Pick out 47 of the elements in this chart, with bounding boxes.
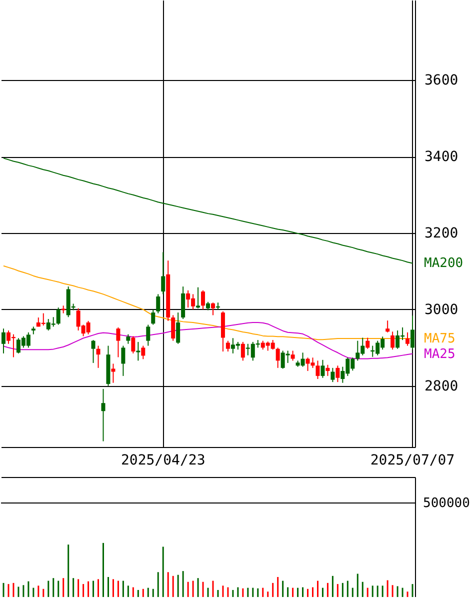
candlestick [56, 307, 60, 326]
candlestick [141, 345, 146, 360]
candlestick [240, 341, 245, 362]
candlestick [386, 320, 390, 333]
candlestick [366, 337, 370, 350]
candlestick [316, 360, 320, 380]
candlestick [320, 359, 325, 378]
candlestick [136, 341, 140, 362]
candlestick [276, 347, 280, 368]
candlestick [336, 365, 340, 383]
candlestick [210, 302, 215, 316]
candlestick [161, 252, 166, 295]
line-series [2, 158, 414, 264]
candlestick [156, 294, 160, 314]
candlestick [171, 314, 176, 342]
candlestick [326, 364, 330, 376]
y-tick-label: 3600 [424, 72, 458, 89]
candlestick [390, 331, 395, 350]
candlestick [201, 290, 206, 310]
series-label: MA200 [424, 256, 464, 272]
candlestick [410, 315, 415, 350]
candlestick [91, 340, 96, 364]
y-tick-label: 2800 [424, 378, 458, 394]
candlestick [126, 334, 130, 344]
candlestick [101, 388, 106, 442]
candlestick [131, 336, 136, 354]
candlestick [226, 340, 230, 352]
candlestick [116, 326, 120, 358]
candlestick [111, 363, 116, 384]
candlestick [176, 312, 180, 344]
candlestick [1, 328, 6, 354]
text: 500000 [423, 496, 470, 511]
series-label: MA25 [424, 346, 456, 362]
candlestick [121, 345, 126, 376]
series-label: MA75 [424, 331, 456, 346]
candlestick [151, 308, 156, 326]
candlestick [406, 332, 410, 346]
candlestick [146, 324, 150, 346]
x-tick-label: 2025/07/07 [370, 452, 455, 468]
candlestick [96, 345, 100, 368]
y-tick-label: 3200 [424, 226, 458, 242]
y-tick-label: 3000 [424, 302, 458, 318]
candlestick [330, 367, 335, 383]
candlestick [196, 286, 200, 309]
candlestick [290, 350, 295, 362]
y-tick-label: 3400 [424, 149, 458, 166]
x-tick-label: 2025/04/23 [120, 452, 206, 468]
